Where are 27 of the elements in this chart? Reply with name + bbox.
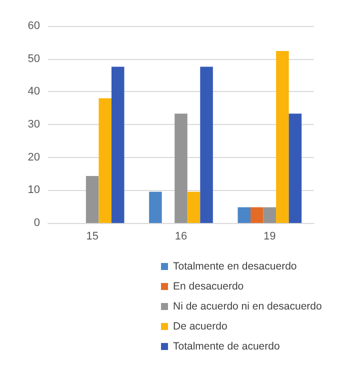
- y-tick-label: 60: [28, 20, 40, 32]
- y-tick-label: 50: [28, 52, 40, 65]
- bar: [98, 98, 112, 223]
- legend-label: Ni de acuerdo ni en desacuerdo: [173, 300, 322, 312]
- y-tick-label: 40: [28, 86, 40, 98]
- bar: [200, 66, 213, 223]
- bar: [288, 114, 302, 223]
- legend-label: De acuerdo: [173, 320, 228, 332]
- y-tick-label: 0: [34, 217, 40, 229]
- y-tick-label: 30: [28, 118, 40, 130]
- y-tick-label: 20: [28, 151, 40, 164]
- x-tick-label: 15: [86, 230, 98, 242]
- bar: [86, 176, 99, 223]
- legend-label: Totalmente de acuerdo: [173, 340, 280, 352]
- bar: [250, 207, 264, 223]
- bar: [238, 207, 251, 223]
- bar: [187, 192, 200, 223]
- bar: [263, 207, 276, 223]
- bar: [111, 66, 124, 223]
- legend-label: En desacuerdo: [173, 280, 244, 292]
- x-tick-label: 16: [174, 230, 188, 242]
- bar: [149, 192, 162, 223]
- bar: [276, 50, 289, 223]
- y-tick-label: 10: [28, 184, 40, 196]
- x-tick-label: 19: [264, 230, 276, 242]
- legend-label: Totalmente en desacuerdo: [173, 260, 297, 272]
- bar: [174, 114, 188, 223]
